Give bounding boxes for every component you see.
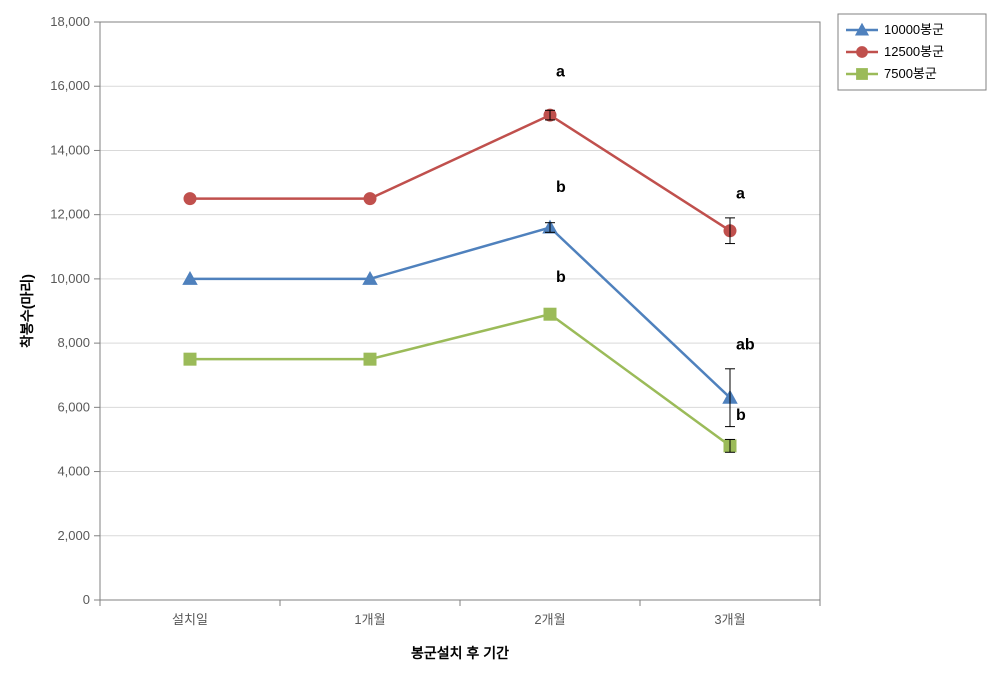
legend: 10000봉군 12500봉군 7500봉군 xyxy=(838,14,986,90)
svg-text:1개월: 1개월 xyxy=(354,612,385,627)
significance-label: a xyxy=(736,186,745,203)
svg-text:4,000: 4,000 xyxy=(57,464,90,479)
svg-text:2개월: 2개월 xyxy=(534,612,565,627)
significance-label: a xyxy=(556,64,565,81)
svg-text:설치일: 설치일 xyxy=(172,612,208,627)
svg-text:2,000: 2,000 xyxy=(57,528,90,543)
svg-text:16,000: 16,000 xyxy=(50,78,90,93)
significance-label: b xyxy=(556,179,566,196)
legend-item-label: 10000봉군 xyxy=(884,22,944,37)
chart-container: 0 2,000 4,000 6,000 8,000 10,000 12,000 14,000 1… xyxy=(0,0,1000,692)
svg-text:3개월: 3개월 xyxy=(714,612,745,627)
line-chart: 0 2,000 4,000 6,000 8,000 10,000 12,000 14,000 1… xyxy=(0,0,1000,692)
significance-label: b xyxy=(556,269,566,286)
svg-text:10,000: 10,000 xyxy=(50,271,90,286)
significance-label: b xyxy=(736,407,746,424)
svg-text:18,000: 18,000 xyxy=(50,14,90,29)
svg-text:8,000: 8,000 xyxy=(57,335,90,350)
legend-item-label: 7500봉군 xyxy=(884,66,937,81)
svg-text:12,000: 12,000 xyxy=(50,207,90,222)
svg-text:6,000: 6,000 xyxy=(57,399,90,414)
svg-text:0: 0 xyxy=(83,592,90,607)
svg-text:14,000: 14,000 xyxy=(50,142,90,157)
svg-text:착봉수(마리): 착봉수(마리) xyxy=(19,274,35,348)
significance-label: ab xyxy=(736,337,755,354)
svg-text:봉군설치 후 기간: 봉군설치 후 기간 xyxy=(411,645,509,661)
legend-item-label: 12500봉군 xyxy=(884,44,944,59)
